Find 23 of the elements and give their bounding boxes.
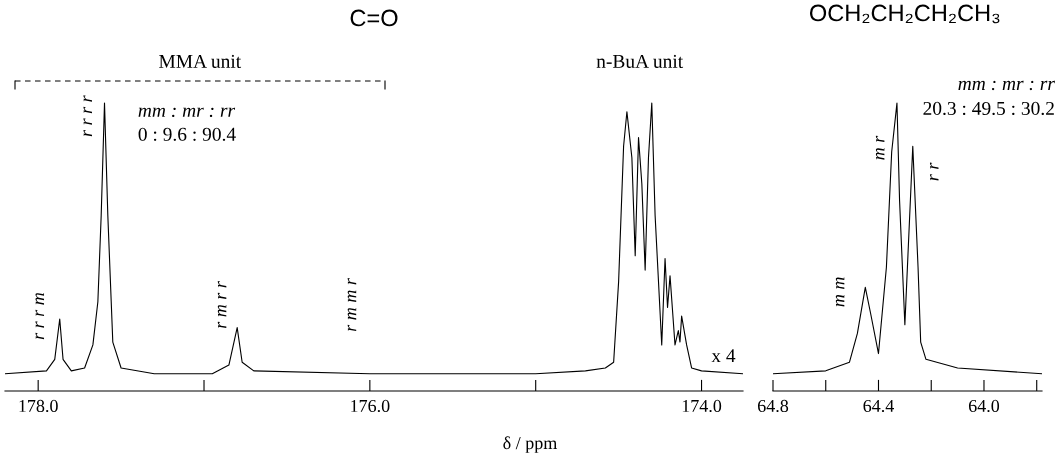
annotation: 0 : 9.6 : 90.4 — [138, 127, 236, 141]
annotation: r r r r — [83, 95, 92, 137]
x-tick-label: 64.0 — [968, 399, 1000, 413]
annotation: x 4 — [711, 349, 736, 363]
x-axis-title: δ / ppm — [503, 436, 558, 453]
chart-title: C=O — [350, 9, 398, 27]
text: MMA unit — [159, 54, 242, 68]
annotation: m m — [835, 277, 845, 307]
x-tick-label: 174.0 — [682, 399, 722, 413]
annotation: r m m r — [347, 278, 357, 332]
text: mm : mr : rr — [958, 80, 1055, 91]
annotation: m r — [875, 135, 885, 160]
annotation: r m r r — [217, 281, 227, 329]
x-tick-label: 64.8 — [757, 399, 789, 413]
chart-title: OCH₂CH₂CH₂CH₃ — [809, 4, 1000, 24]
annotation: r r r m — [35, 293, 45, 340]
annotation: 20.3 : 49.5 : 30.2 — [923, 101, 1054, 116]
text: n-BuA unit — [596, 54, 684, 68]
x-tick-label: 64.4 — [863, 399, 895, 413]
x-tick-label: 176.0 — [351, 399, 390, 413]
x-tick-label: 178.0 — [19, 399, 58, 413]
annotation: mm : mr : rr — [138, 107, 236, 118]
annotation: r r — [929, 162, 939, 181]
